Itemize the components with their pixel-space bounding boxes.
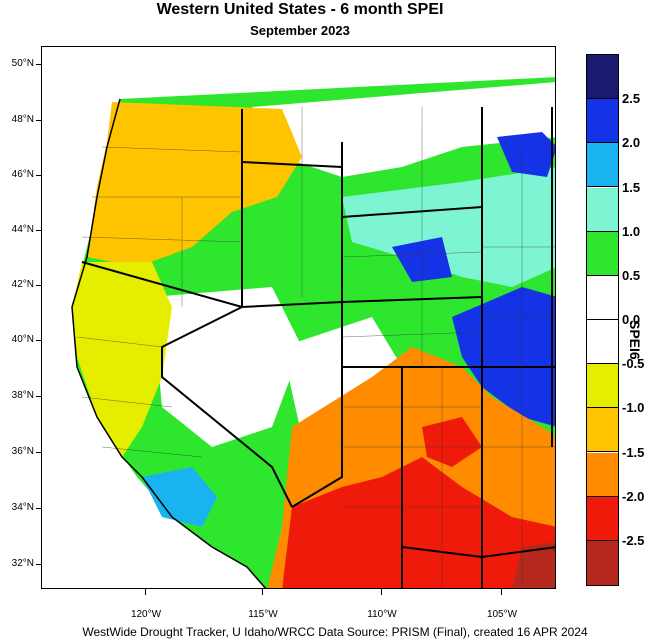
colorbar-label: 1.0 bbox=[622, 223, 641, 239]
lat-label-38: 38°N bbox=[11, 390, 34, 401]
colorbar-label: 2.5 bbox=[622, 91, 641, 107]
lon-label-110: 110°W bbox=[367, 609, 397, 620]
colorbar-cell bbox=[587, 320, 618, 365]
colorbar-label: -0.5 bbox=[622, 356, 645, 372]
lat-tick bbox=[36, 64, 42, 65]
spei-colorbar bbox=[586, 54, 619, 586]
colorbar-cell bbox=[587, 275, 618, 320]
colorbar-cell bbox=[587, 99, 618, 144]
region-pacific-northwest bbox=[87, 102, 302, 267]
lat-tick bbox=[36, 230, 42, 231]
lon-label-105: 105°W bbox=[486, 609, 518, 620]
region-arizona-new-mexico-south bbox=[282, 457, 555, 588]
colorbar-cell bbox=[587, 452, 618, 497]
region-oregon-washington-west bbox=[72, 262, 172, 457]
lat-tick bbox=[36, 396, 42, 397]
lat-label-48: 48°N bbox=[11, 114, 34, 125]
lon-label-115: 115°W bbox=[248, 609, 278, 620]
lon-tick bbox=[262, 589, 263, 595]
lat-label-50: 50°N bbox=[11, 58, 34, 69]
lat-label-40: 40°N bbox=[11, 334, 34, 345]
map-subtitle: September 2023 bbox=[250, 23, 350, 38]
lat-tick bbox=[36, 120, 42, 121]
colorbar-cell bbox=[587, 231, 618, 276]
lat-tick bbox=[36, 452, 42, 453]
region-near-normal-ne bbox=[252, 82, 555, 177]
colorbar-label: -1.0 bbox=[622, 400, 645, 416]
region-colorado-high-plains bbox=[452, 287, 555, 427]
colorbar-cell bbox=[587, 364, 618, 409]
colorbar-cell bbox=[587, 55, 618, 100]
lat-label-46: 46°N bbox=[11, 169, 34, 180]
lat-label-34: 34°N bbox=[11, 502, 34, 513]
colorbar-label: 2.0 bbox=[622, 135, 641, 151]
lat-label-44: 44°N bbox=[11, 224, 34, 235]
footer-credit: WestWide Drought Tracker, U Idaho/WRCC D… bbox=[82, 625, 588, 639]
lat-tick bbox=[36, 285, 42, 286]
lon-tick bbox=[501, 589, 502, 595]
colorbar-cell bbox=[587, 143, 618, 188]
region-southern-nevada-california bbox=[142, 467, 217, 527]
colorbar-label: 1.5 bbox=[622, 179, 641, 195]
region-northern-plains bbox=[342, 167, 555, 287]
lon-tick bbox=[381, 589, 382, 595]
colorbar-cell bbox=[587, 408, 618, 453]
lon-tick bbox=[145, 589, 146, 595]
lat-tick bbox=[36, 340, 42, 341]
lat-label-42: 42°N bbox=[11, 279, 34, 290]
region-near-normal-nv bbox=[152, 287, 302, 447]
colorbar-label: -1.5 bbox=[622, 444, 645, 460]
colorbar-label: -2.5 bbox=[622, 532, 645, 548]
lon-label-120: 120°W bbox=[130, 609, 162, 620]
lat-label-32: 32°N bbox=[11, 558, 34, 569]
drought-map bbox=[41, 46, 556, 589]
colorbar-title: SPEI6 bbox=[627, 320, 643, 360]
colorbar-cell bbox=[587, 187, 618, 232]
colorbar-label: -2.0 bbox=[622, 488, 645, 504]
lat-tick bbox=[36, 508, 42, 509]
colorbar-cell bbox=[587, 540, 618, 585]
colorbar-label: 0.0 bbox=[622, 312, 641, 327]
lat-label-36: 36°N bbox=[11, 446, 34, 457]
map-title: Western United States - 6 month SPEI bbox=[156, 1, 444, 18]
lat-tick bbox=[36, 564, 42, 565]
colorbar-cell bbox=[587, 496, 618, 541]
colorbar-label: 0.5 bbox=[622, 267, 641, 283]
lat-tick bbox=[36, 175, 42, 176]
